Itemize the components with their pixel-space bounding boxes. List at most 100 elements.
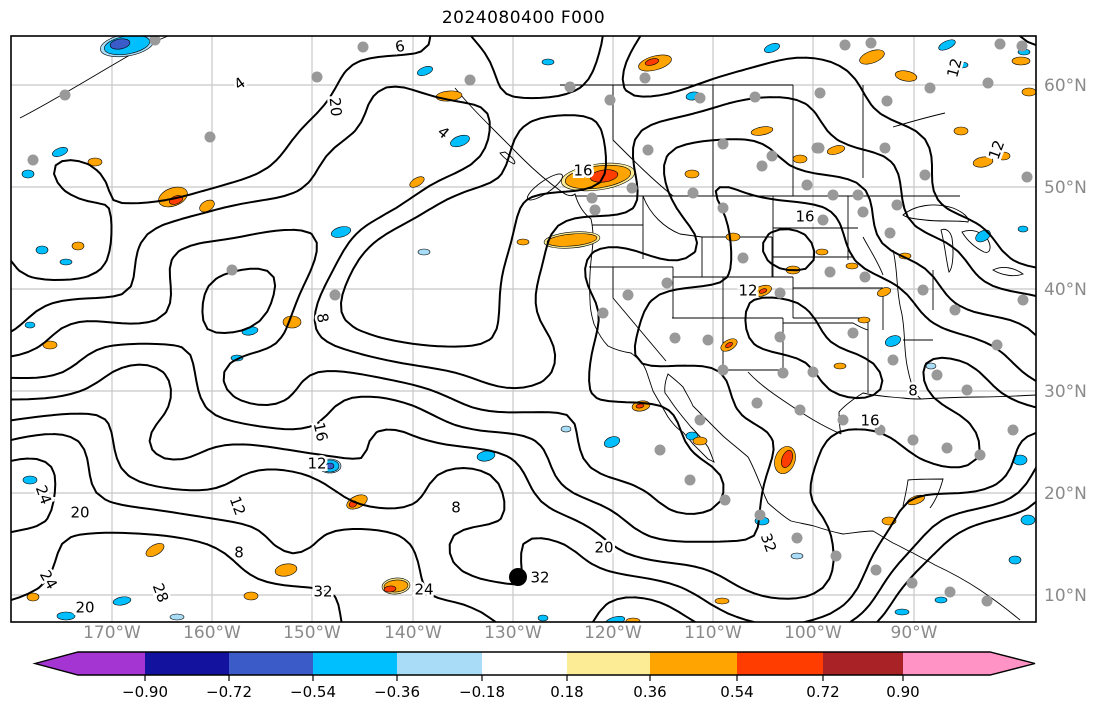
station-dot bbox=[817, 214, 829, 226]
plot-border bbox=[10, 35, 1037, 623]
station-dot bbox=[357, 41, 369, 53]
station-dot bbox=[870, 564, 882, 576]
contour-label: 16 bbox=[310, 421, 332, 443]
x-tick-label: 170°W bbox=[83, 623, 141, 643]
colorbar-segment bbox=[145, 652, 229, 675]
contour-level-12 bbox=[11, 138, 1036, 515]
station-dot bbox=[879, 142, 891, 154]
station-dot bbox=[59, 89, 71, 101]
anomaly-patch-warm bbox=[995, 151, 1011, 161]
x-tick-label: 110°W bbox=[684, 623, 742, 643]
colorbar-segment bbox=[397, 652, 482, 675]
anomaly-patch-cold bbox=[1017, 225, 1029, 233]
anomaly-patch-cold bbox=[417, 66, 433, 76]
station-dot bbox=[564, 81, 576, 93]
colorbar-segment bbox=[229, 652, 313, 675]
station-dot bbox=[837, 414, 849, 426]
contour-level-24 bbox=[11, 412, 1036, 622]
anomaly-patch-warm bbox=[516, 238, 530, 246]
station-dot bbox=[974, 449, 986, 461]
geo-border bbox=[892, 112, 946, 128]
y-tick-label: 30°N bbox=[1044, 382, 1087, 402]
anomaly-patch-warm bbox=[26, 592, 40, 602]
contour-level-20 bbox=[11, 228, 1036, 600]
colorbar-tick-label: 0.18 bbox=[550, 683, 583, 701]
x-tick-label: 100°W bbox=[784, 623, 842, 643]
station-dot bbox=[694, 414, 706, 426]
anomaly-patch-warm bbox=[714, 597, 730, 605]
geo-border bbox=[838, 392, 1036, 435]
station-dot bbox=[813, 142, 825, 154]
station-dot bbox=[859, 271, 871, 283]
anomaly-patch-cold bbox=[925, 362, 937, 370]
station-dot bbox=[774, 331, 786, 343]
colorbar-tick-label: 0.90 bbox=[886, 683, 919, 701]
contour-label: 8 bbox=[908, 382, 918, 400]
station-dots bbox=[27, 36, 1033, 607]
station-dot bbox=[865, 37, 877, 49]
anomaly-patch-cold bbox=[325, 462, 335, 470]
station-dot bbox=[949, 304, 961, 316]
contour-label: 28 bbox=[149, 581, 172, 605]
anomaly-patch-warm bbox=[644, 58, 660, 66]
anomaly-patch-cold bbox=[59, 258, 73, 266]
anomaly-patch-cold bbox=[790, 552, 804, 560]
anomaly-patch-warm bbox=[1021, 87, 1036, 97]
anomaly-patch-warm bbox=[758, 288, 768, 294]
anomaly-patch-cold bbox=[934, 596, 948, 604]
station-dot bbox=[754, 509, 766, 521]
station-dot bbox=[852, 189, 864, 201]
anomaly-patch-warm bbox=[243, 591, 259, 601]
anomaly-patch-cold bbox=[764, 43, 780, 53]
geo-border bbox=[940, 228, 954, 273]
colorbar-tick-label: −0.36 bbox=[374, 683, 420, 701]
anomaly-patch-cold bbox=[21, 169, 35, 179]
colorbar-tick-label: −0.54 bbox=[290, 683, 336, 701]
station-dot bbox=[830, 550, 842, 562]
anomaly-patch-cold bbox=[955, 61, 969, 69]
anomaly-patch-warm bbox=[898, 252, 912, 260]
anomaly-patch-cold bbox=[603, 436, 621, 448]
station-dot bbox=[737, 252, 749, 264]
contour-label: 8 bbox=[451, 499, 461, 517]
station-dot bbox=[881, 95, 893, 107]
anomaly-patch-warm bbox=[145, 543, 165, 557]
anomaly-patch-cold bbox=[975, 229, 991, 243]
x-tick-label: 120°W bbox=[584, 623, 642, 643]
anomaly-patch-cold bbox=[894, 608, 910, 616]
colorbar-tick-label: −0.18 bbox=[459, 683, 505, 701]
anomaly-patch-warm bbox=[876, 287, 892, 297]
colorbar-outline bbox=[32, 651, 1036, 676]
station-dot bbox=[874, 424, 886, 436]
station-dot bbox=[684, 474, 696, 486]
anomaly-patch-warm bbox=[87, 157, 103, 167]
anomaly-patch-cold bbox=[604, 616, 626, 622]
colorbar-tick-label: 0.54 bbox=[720, 683, 753, 701]
station-dot bbox=[777, 367, 789, 379]
contour-labels: 6 4 4 20 8 16 12 12 8 32 32 24 20 24 20 28 24 16 16 12 8 8 16 2… bbox=[29, 36, 1011, 619]
contour-label: 20 bbox=[75, 599, 94, 617]
station-dot bbox=[884, 227, 896, 239]
contour-label: 4 bbox=[231, 73, 249, 93]
station-dot bbox=[1021, 171, 1033, 183]
colorbar-tick-label: −0.72 bbox=[206, 683, 252, 701]
station-dot bbox=[756, 160, 768, 172]
anomaly-patch-warm bbox=[833, 362, 847, 370]
contour-label: 8 bbox=[313, 312, 332, 325]
y-tick-label: 10°N bbox=[1044, 586, 1087, 606]
anomaly-patch-cold bbox=[884, 335, 902, 347]
geo-border bbox=[612, 267, 667, 362]
anomaly-patch-warm bbox=[857, 316, 871, 324]
station-dot bbox=[982, 77, 994, 89]
station-dot bbox=[622, 289, 634, 301]
station-dot bbox=[661, 277, 673, 289]
station-dot bbox=[687, 187, 699, 199]
station-dot bbox=[597, 307, 609, 319]
contour-label: 16 bbox=[795, 208, 814, 226]
anomaly-patch-cold bbox=[56, 611, 76, 621]
station-dot bbox=[774, 287, 786, 299]
anomaly-patch-warm bbox=[894, 70, 918, 82]
geo-border bbox=[902, 204, 969, 223]
